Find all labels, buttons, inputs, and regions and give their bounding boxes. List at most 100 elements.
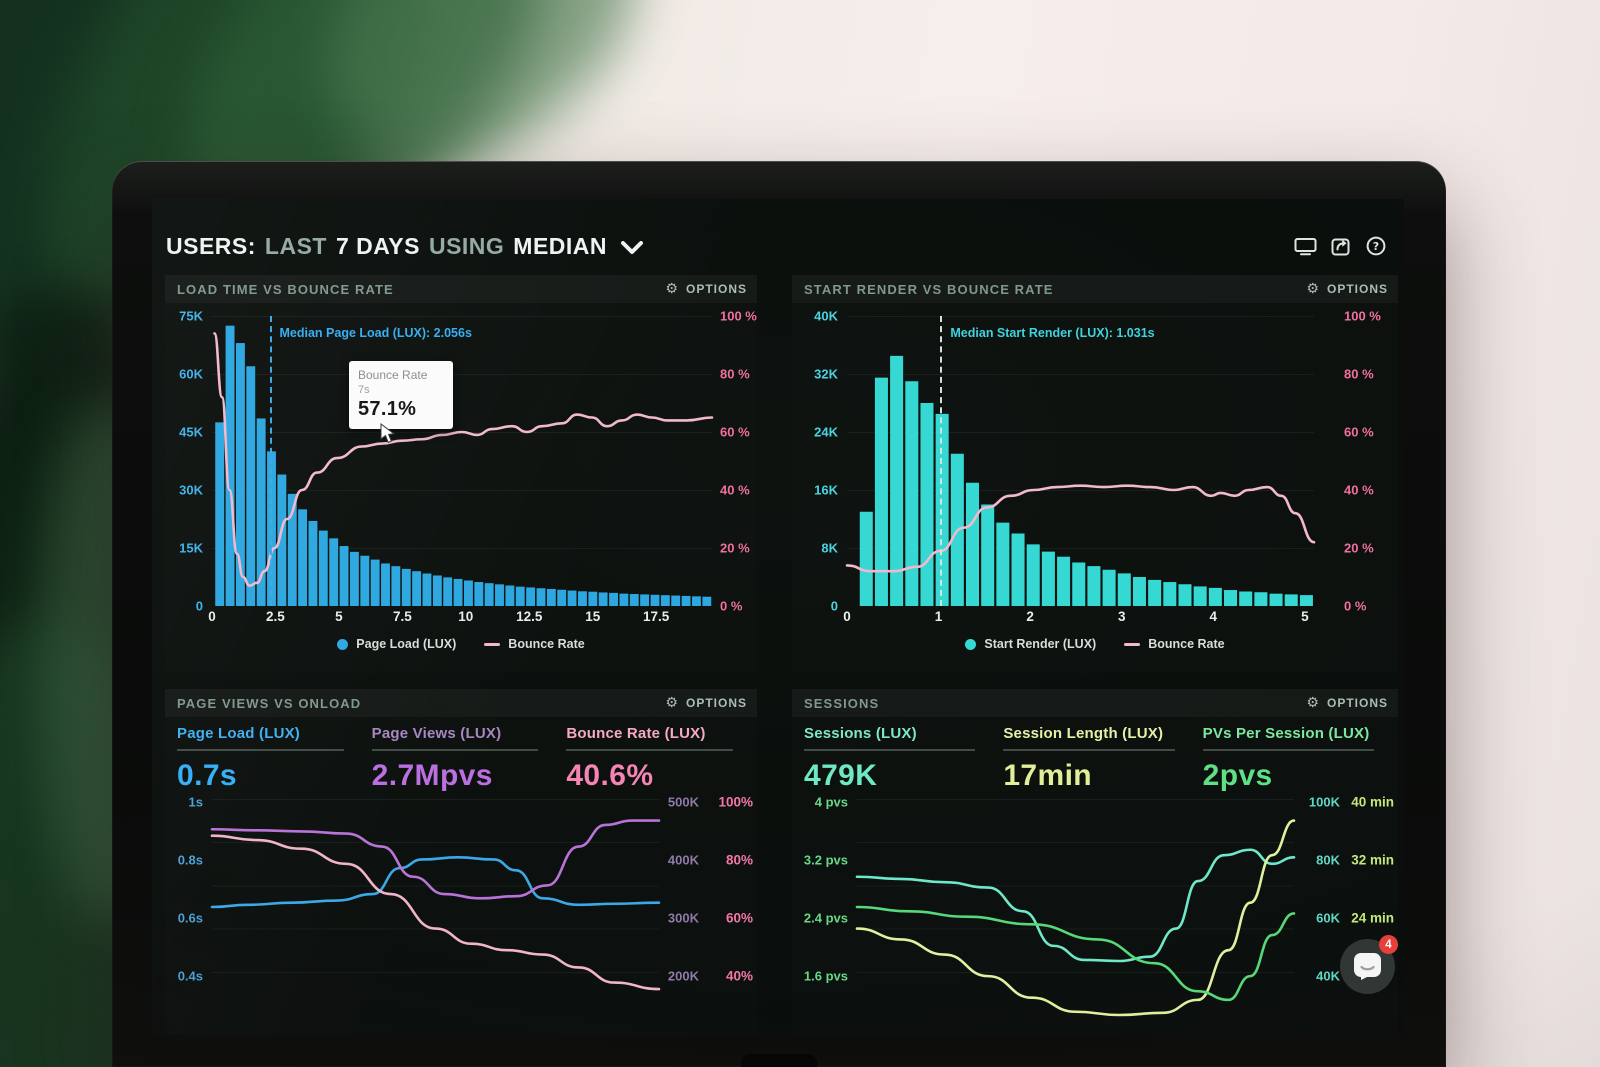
- metric-label: Session Length (LUX): [1003, 725, 1164, 742]
- panel-header: SESSIONS ⚙ OPTIONS: [792, 689, 1398, 717]
- axis-tick: 32 min: [1351, 852, 1394, 868]
- metric-value: 40.6%: [566, 759, 654, 792]
- axis-tick: 500K: [667, 794, 699, 810]
- axis-tick: 100K: [1308, 794, 1340, 810]
- display-icon[interactable]: [1294, 237, 1317, 256]
- left-y-axis: 1s 0.8s 0.6s 0.4s: [165, 795, 212, 1015]
- axis-tick: 1: [934, 609, 943, 624]
- axis-tick: 10: [458, 609, 474, 624]
- axis-tick: 40K: [1316, 968, 1340, 984]
- plot-area: [212, 799, 659, 1015]
- legend-dot-marker: [965, 638, 977, 650]
- axis-tick: 80 %: [720, 366, 750, 382]
- metric: Page Views (LUX) 2.7Mpvs: [371, 725, 559, 793]
- dashboard-topbar: USERS: LAST 7 DAYS USING MEDIAN: [166, 223, 1390, 269]
- axis-tick: 4 pvs: [814, 794, 848, 810]
- axis-tick-row: 80K 32 min: [1296, 853, 1394, 868]
- panel-start-render-vs-bounce-rate: START RENDER VS BOUNCE RATE ⚙ OPTIONS 40…: [792, 275, 1398, 673]
- axis-tick: 0: [208, 609, 216, 624]
- page-views-chart: Page Load (LUX) 0.7s Page Views (LUX) 2.7Mp…: [165, 717, 757, 1035]
- axis-tick: 0 %: [1344, 598, 1367, 614]
- axis-tick: 30K: [179, 482, 203, 498]
- panel-header: START RENDER VS BOUNCE RATE ⚙ OPTIONS: [792, 275, 1398, 303]
- share-icon[interactable]: [1331, 236, 1352, 256]
- axis-tick-row: 300K 60%: [655, 911, 753, 926]
- title-segment: LAST: [264, 232, 327, 259]
- legend-label: Page Load (LUX): [356, 637, 457, 651]
- axis-tick: 75K: [179, 308, 203, 324]
- left-y-axis: 40K 32K 24K 16K 8K 0: [792, 309, 847, 614]
- options-label: OPTIONS: [1326, 696, 1388, 710]
- axis-tick: 40 min: [1351, 794, 1394, 810]
- bounce-rate-line: [847, 486, 1314, 572]
- metrics-row: Page Load (LUX) 0.7s Page Views (LUX) 2.7Mp…: [177, 725, 753, 793]
- load-time-chart: 75K 60K 45K 30K 15K 0 Median Page Load (LUX): …: [165, 303, 757, 673]
- right-y-axis: 100K 40 min 80K 32 min 60K 24 min 40K: [1294, 795, 1398, 1015]
- axis-tick: 200K: [667, 968, 699, 984]
- axis-tick: 1.6 pvs: [803, 968, 848, 984]
- chart-svg: [212, 325, 713, 606]
- median-line: [940, 316, 943, 606]
- axis-tick: 0.4s: [177, 968, 203, 984]
- axis-tick: 40 %: [720, 482, 750, 498]
- series-line: [857, 907, 1294, 1000]
- axis-tick: 80K: [1316, 852, 1340, 868]
- axis-tick: 15K: [179, 540, 203, 556]
- panel-title: START RENDER VS BOUNCE RATE: [804, 281, 1054, 297]
- gear-icon: ⚙: [665, 281, 679, 297]
- plot-area: [857, 799, 1294, 1015]
- help-icon[interactable]: ?: [1366, 236, 1386, 256]
- panel-page-views-vs-onload: PAGE VIEWS VS ONLOAD ⚙ OPTIONS Page Load…: [165, 689, 757, 1035]
- axis-tick: 20 %: [1344, 540, 1374, 556]
- options-button[interactable]: ⚙ OPTIONS: [665, 696, 747, 710]
- title-segment: MEDIAN: [513, 232, 608, 259]
- metric: Sessions (LUX) 479K: [804, 725, 995, 793]
- axis-tick: 60%: [725, 910, 753, 926]
- axis-tick: 40 %: [1344, 482, 1374, 498]
- title-segment: 7 DAYS: [335, 232, 420, 259]
- bar-series: [859, 355, 1313, 606]
- metric-value: 2pvs: [1202, 759, 1273, 792]
- users-timeframe-dropdown[interactable]: USERS: LAST 7 DAYS USING MEDIAN: [166, 233, 644, 260]
- options-label: OPTIONS: [685, 282, 747, 296]
- metric-label: Page Views (LUX): [371, 725, 502, 742]
- legend-label: Start Render (LUX): [984, 637, 1097, 651]
- metric-value: 479K: [804, 759, 878, 792]
- median-label: Median Start Render (LUX): 1.031s: [950, 326, 1155, 340]
- chat-widget-button[interactable]: 4: [1340, 935, 1398, 994]
- bar-series: [215, 325, 712, 606]
- axis-tick: 0.6s: [177, 910, 203, 926]
- metric-value: 0.7s: [177, 759, 237, 792]
- bounce-rate-line: [215, 333, 713, 585]
- axis-tick: 400K: [667, 852, 699, 868]
- legend-label: Bounce Rate: [508, 637, 585, 651]
- gear-icon: ⚙: [665, 695, 679, 711]
- plot-area: Median Start Render (LUX): 1.031s: [847, 316, 1314, 606]
- axis-tick: 3: [1117, 609, 1126, 624]
- left-y-axis: 4 pvs 3.2 pvs 2.4 pvs 1.6 pvs: [792, 795, 857, 1015]
- metric-underline: [1003, 749, 1175, 751]
- axis-tick-row: 500K 100%: [655, 795, 753, 810]
- panel-title: LOAD TIME VS BOUNCE RATE: [177, 281, 394, 297]
- chart-area: 4 pvs 3.2 pvs 2.4 pvs 1.6 pvs 100K 40 min 80K 3…: [792, 795, 1398, 1015]
- options-button[interactable]: ⚙ OPTIONS: [665, 282, 747, 296]
- right-y-axis: 500K 100% 400K 80% 300K 60% 200K 40%: [659, 795, 757, 1015]
- options-button[interactable]: ⚙ OPTIONS: [1306, 282, 1388, 296]
- axis-tick: 100 %: [720, 308, 757, 324]
- chart-legend: Start Render (LUX) Bounce Rate: [792, 637, 1398, 651]
- axis-tick-row: 200K 40%: [655, 969, 753, 984]
- legend-label: Bounce Rate: [1148, 637, 1225, 651]
- options-label: OPTIONS: [1326, 282, 1388, 296]
- metric-underline: [1202, 749, 1374, 751]
- tooltip-title: Bounce Rate: [358, 367, 428, 382]
- axis-tick: 24K: [814, 424, 838, 440]
- metric: Session Length (LUX) 17min: [1003, 725, 1194, 793]
- svg-text:?: ?: [1373, 240, 1379, 253]
- median-label: Median Page Load (LUX): 2.056s: [279, 326, 472, 340]
- options-button[interactable]: ⚙ OPTIONS: [1306, 696, 1388, 710]
- left-y-axis: 75K 60K 45K 30K 15K 0: [165, 309, 212, 614]
- legend-line-marker: [1124, 642, 1141, 646]
- chart-area: 1s 0.8s 0.6s 0.4s 500K 100% 400K 80% 300K 60% 200K…: [165, 795, 757, 1015]
- legend-item: Page Load (LUX): [337, 637, 456, 651]
